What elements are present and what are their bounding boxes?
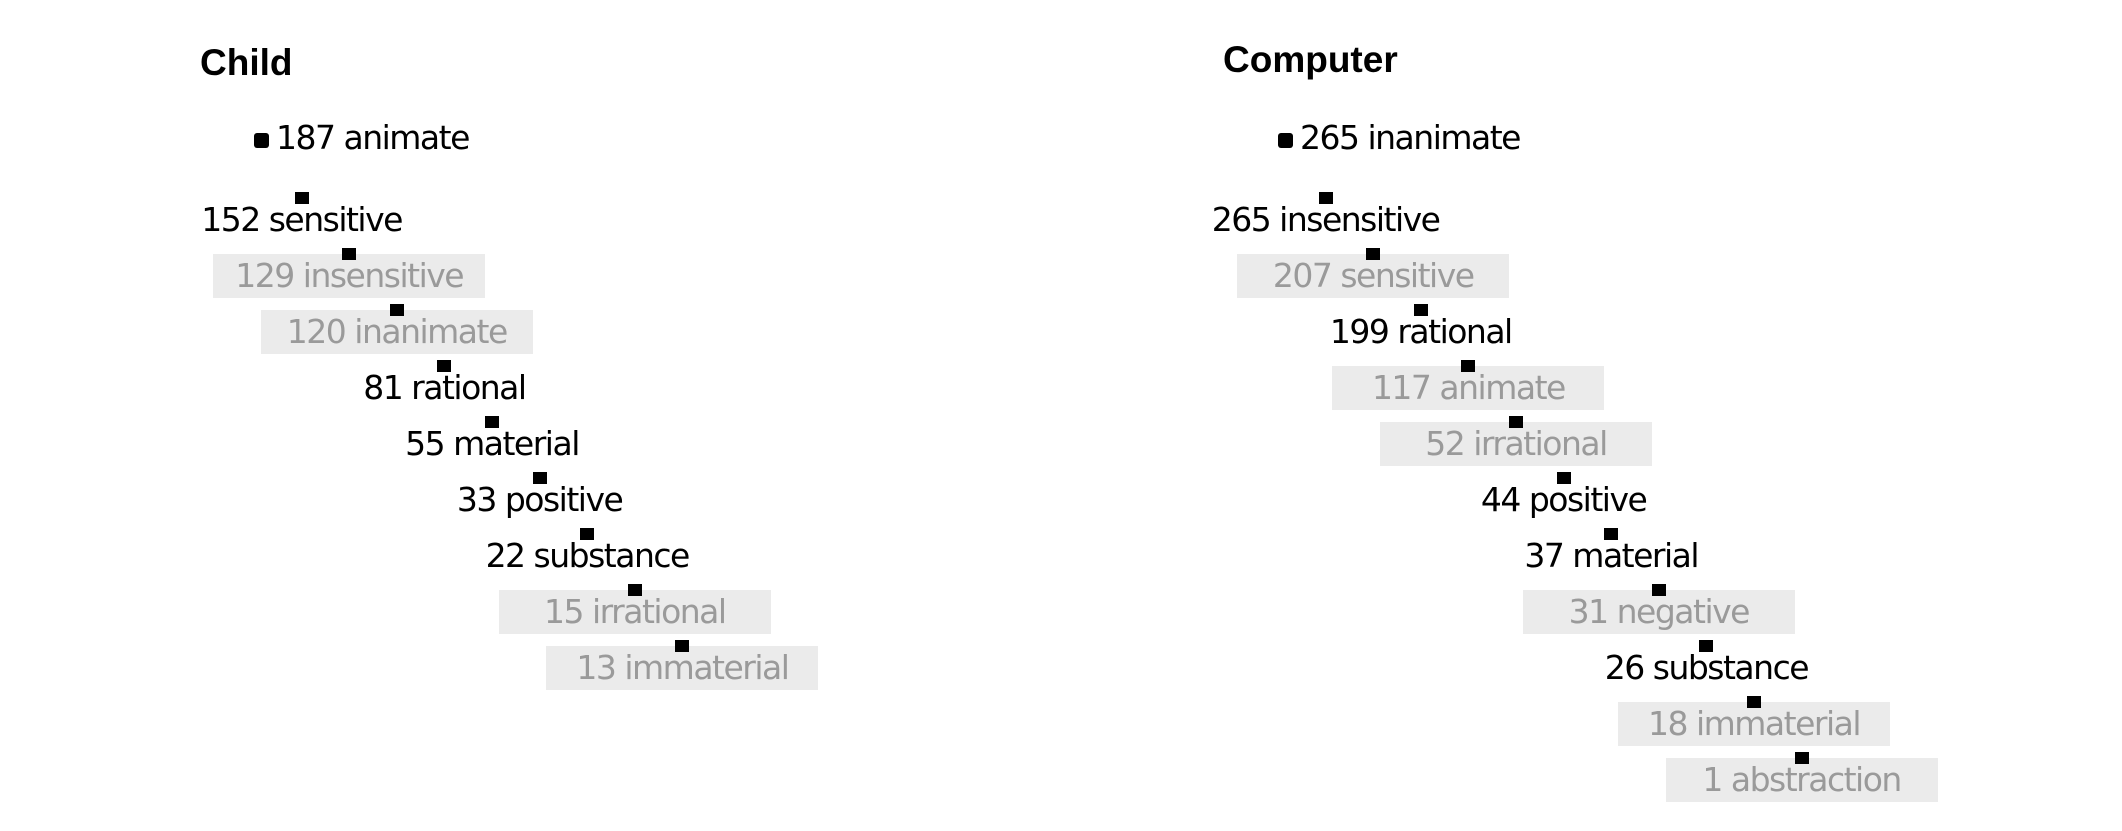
child-node-dot <box>627 584 642 596</box>
child-node-label: 33 positive <box>456 480 624 519</box>
child-node-label: 55 material <box>405 424 580 463</box>
child-node-label: 129 insensitive <box>235 256 464 295</box>
computer-node-label: 265 inanimate <box>1300 118 1521 157</box>
computer-node-dot <box>1699 640 1714 652</box>
computer-panel-title: Computer <box>1223 39 1398 80</box>
child-node-label: 13 immaterial <box>576 648 790 687</box>
child-panel-title: Child <box>200 42 293 83</box>
computer-node-dot <box>1278 133 1293 148</box>
computer-node-label: 52 irrational <box>1425 424 1608 463</box>
computer-node-dot <box>1794 752 1809 764</box>
computer-node-dot <box>1318 192 1333 204</box>
computer-node-dot <box>1747 696 1761 708</box>
computer-node-box <box>1618 702 1890 746</box>
child-node-dot <box>389 304 404 316</box>
child-node-box <box>260 310 533 354</box>
child-node-label: 15 irrational <box>544 592 727 631</box>
computer-node-dot <box>1604 528 1619 540</box>
computer-node-label: 26 substance <box>1604 648 1810 687</box>
child-node-dot <box>532 472 547 484</box>
computer-node-label: 31 negative <box>1568 592 1751 631</box>
computer-node-label: 199 rational <box>1329 312 1513 351</box>
child-node-dot <box>580 528 595 540</box>
child-node-box <box>546 646 819 690</box>
child-node-box <box>498 590 771 634</box>
computer-node-dot <box>1556 472 1571 484</box>
computer-node-dot <box>1413 304 1428 316</box>
child-node-dot <box>437 360 452 372</box>
child-node-dot <box>485 416 499 428</box>
child-node-label: 187 animate <box>276 118 470 157</box>
computer-node-label: 18 immaterial <box>1647 704 1862 743</box>
child-node-dot <box>342 248 357 260</box>
computer-node-label: 265 insensitive <box>1211 200 1441 239</box>
child-node-box <box>213 254 486 298</box>
computer-node-label: 207 sensitive <box>1272 256 1475 295</box>
child-node-dot <box>294 192 309 204</box>
child-node-label: 22 substance <box>485 536 691 575</box>
computer-node-label: 37 material <box>1524 536 1699 575</box>
computer-node-box <box>1665 758 1938 802</box>
computer-node-label: 1 abstraction <box>1702 760 1902 799</box>
child-node-label: 81 rational <box>363 368 527 407</box>
child-node-label: 120 inanimate <box>286 312 508 351</box>
child-node-dot <box>675 640 690 652</box>
computer-node-label: 117 animate <box>1371 368 1566 407</box>
computer-node-dot <box>1509 416 1523 428</box>
child-node-dot <box>254 133 269 148</box>
computer-node-label: 44 positive <box>1480 480 1648 519</box>
computer-node-box <box>1380 422 1652 466</box>
computer-node-dot <box>1461 360 1476 372</box>
child-node-label: 152 sensitive <box>201 200 403 239</box>
computer-node-box <box>1332 366 1605 410</box>
computer-node-dot <box>1651 584 1666 596</box>
computer-node-dot <box>1366 248 1381 260</box>
computer-node-box <box>1522 590 1795 634</box>
computer-node-box <box>1237 254 1510 298</box>
